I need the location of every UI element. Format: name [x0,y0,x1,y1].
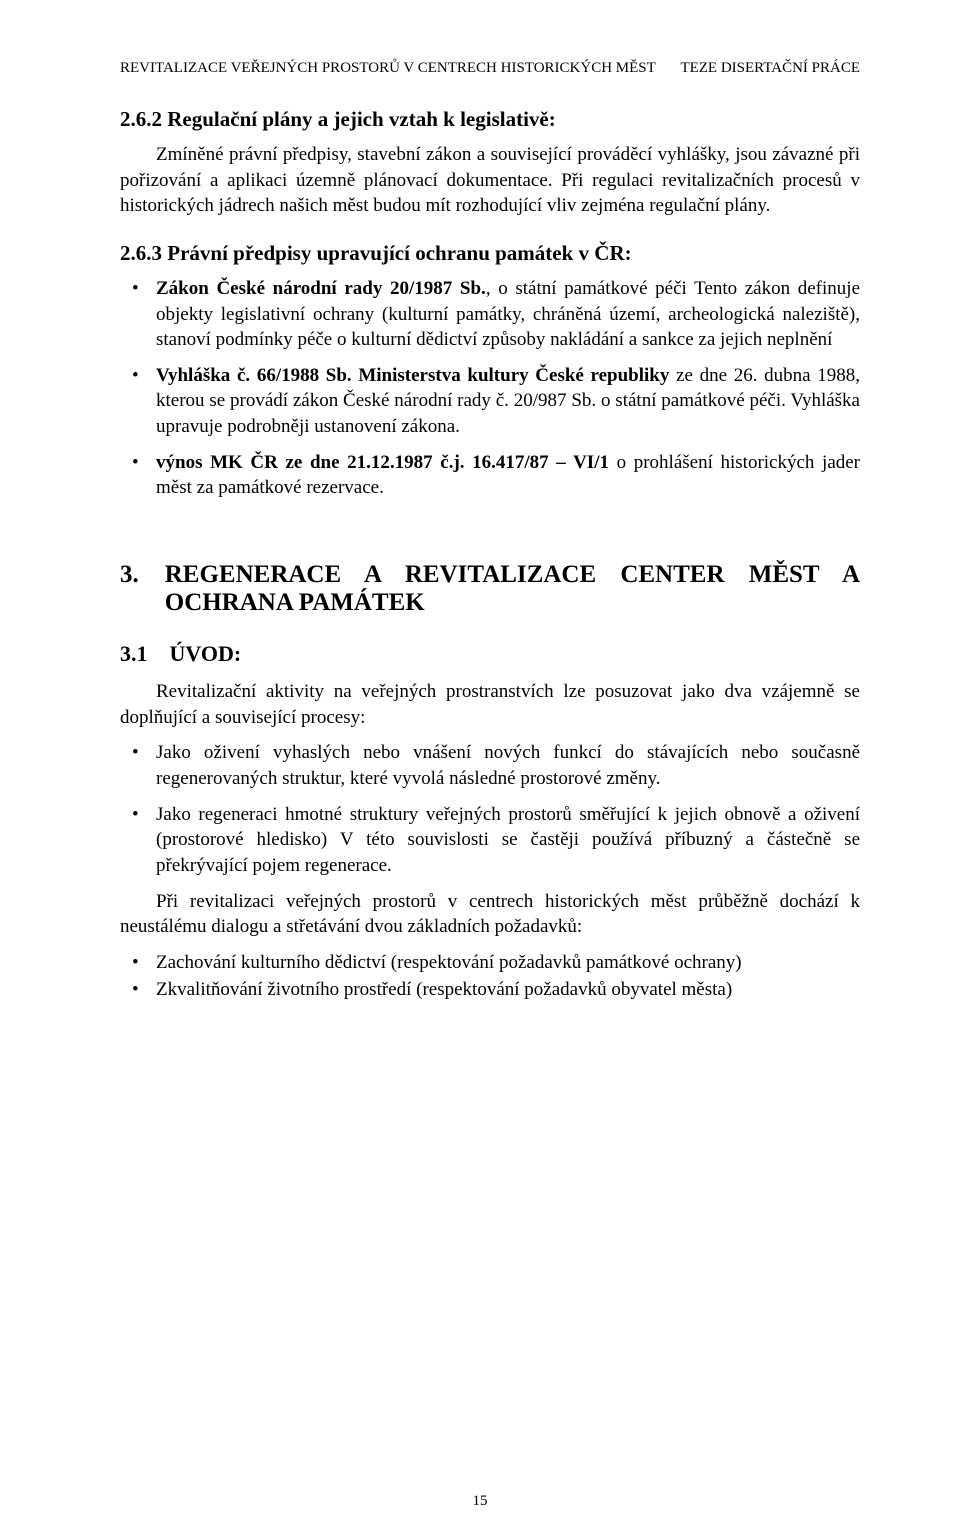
bullets-3-1-b: Zachování kulturního dědictví (respektov… [120,950,860,1003]
heading-2-6-2: 2.6.2 Regulační plány a jejich vztah k l… [120,107,860,132]
list-item: Jako regeneraci hmotné struktury veřejný… [120,802,860,879]
list-item: Zachování kulturního dědictví (respektov… [120,950,860,976]
para-3-1-intro: Revitalizační aktivity na veřejných pros… [120,679,860,730]
subsection-title: ÚVOD: [170,641,242,667]
chapter-number: 3. [120,561,139,589]
list-item: Jako oživení vyhaslých nebo vnášení nový… [120,740,860,791]
decree-title: Vyhláška č. 66/1988 Sb. Ministerstva kul… [156,365,669,386]
para-2-6-2: Zmíněné právní předpisy, stavební zákon … [120,142,860,219]
heading-2-6-3: 2.6.3 Právní předpisy upravující ochranu… [120,241,860,266]
bullets-2-6-3: Zákon České národní rady 20/1987 Sb., o … [120,276,860,501]
header-left: REVITALIZACE VEŘEJNÝCH PROSTORŮ V CENTRE… [120,60,656,77]
list-item: Zákon České národní rady 20/1987 Sb., o … [120,276,860,353]
heading-3-1: 3.1 ÚVOD: [120,641,860,667]
header-right: TEZE DISERTAČNÍ PRÁCE [680,60,860,77]
chapter-3-heading: 3. REGENERACE A REVITALIZACE CENTER MĚST… [120,561,860,617]
subsection-number: 3.1 [120,641,148,667]
vynos-title: výnos MK ČR ze dne 21.12.1987 č.j. 16.41… [156,452,609,473]
list-item: Zkvalitňování životního prostředí (respe… [120,977,860,1003]
para-3-1-mid: Při revitalizaci veřejných prostorů v ce… [120,889,860,940]
law-title: Zákon České národní rady 20/1987 Sb. [156,278,486,299]
chapter-title-text: REGENERACE A REVITALIZACE CENTER MĚST A … [165,561,860,617]
page-number: 15 [0,1493,960,1510]
list-item: výnos MK ČR ze dne 21.12.1987 č.j. 16.41… [120,450,860,501]
list-item: Vyhláška č. 66/1988 Sb. Ministerstva kul… [120,363,860,440]
bullets-3-1-a: Jako oživení vyhaslých nebo vnášení nový… [120,740,860,878]
